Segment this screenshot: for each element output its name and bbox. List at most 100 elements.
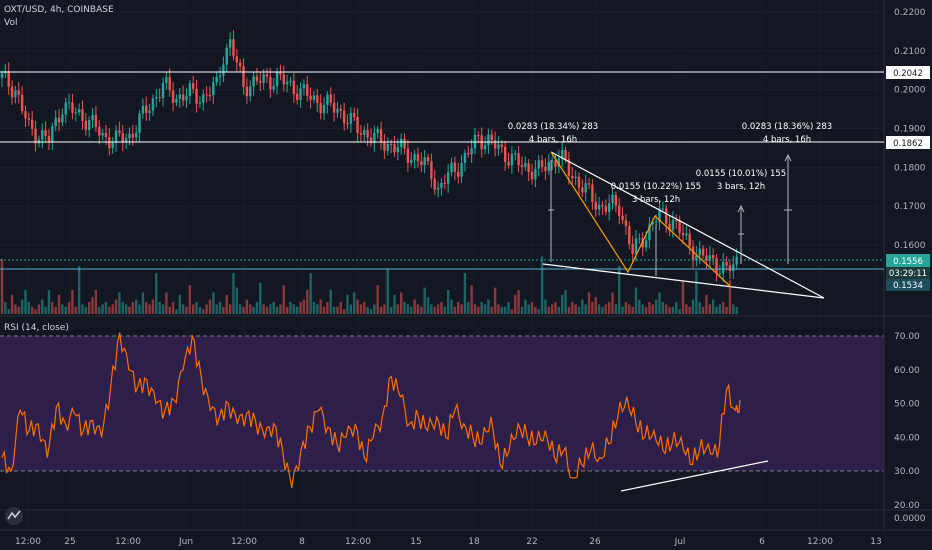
candle-body (550, 160, 554, 162)
rsi-band (0, 336, 884, 471)
candle-body (470, 148, 473, 155)
candle-body (61, 114, 64, 123)
volume-bar (265, 306, 269, 314)
candle-body (386, 144, 389, 151)
candle-body (131, 133, 135, 138)
volume-bar (262, 304, 265, 314)
candle-body (527, 163, 530, 173)
candle-body (158, 97, 161, 99)
candle-body (487, 134, 490, 146)
projection-arrows[interactable] (548, 153, 792, 276)
volume-bar (564, 290, 567, 314)
volume-bar (722, 302, 725, 314)
volume-bar (433, 306, 436, 314)
time-tick-label: Jun (178, 537, 193, 547)
volume-bar (20, 299, 24, 314)
volume-bar (158, 302, 161, 314)
candle-body (41, 130, 44, 140)
volume-bar (470, 285, 473, 314)
candle-body (192, 83, 195, 89)
annotation-line2: 3 bars, 12h (717, 182, 765, 192)
candle-body (282, 74, 285, 85)
volume-bar (279, 304, 282, 314)
tradingview-logo-icon[interactable] (5, 507, 23, 525)
volume-bar (440, 302, 443, 314)
candle-body (10, 86, 14, 98)
candle-body (416, 154, 420, 162)
volume-bar (238, 304, 242, 314)
candle-body (111, 142, 114, 149)
time-tick-label: 12:00 (231, 537, 257, 547)
candle-body (279, 71, 282, 75)
volume-bar (550, 304, 554, 314)
volume-bar (644, 306, 648, 314)
candle-body (0, 73, 4, 79)
volume-bar (698, 302, 701, 314)
candle-body (587, 183, 591, 185)
countdown-tag (886, 267, 930, 279)
volume-bar (638, 299, 641, 314)
candle-body (215, 77, 218, 83)
wedge-lower-trendline[interactable] (542, 263, 825, 299)
volume-bar (24, 290, 27, 314)
candle-body (450, 162, 453, 173)
volume-bar (252, 306, 255, 314)
candle-body (618, 205, 621, 216)
candle-body (379, 129, 383, 143)
volume-label: Vol (4, 18, 17, 28)
candle-body (309, 95, 312, 100)
rsi-divergence-trendline[interactable] (620, 460, 769, 492)
candle-body (581, 187, 584, 193)
abcd-pattern[interactable] (550, 151, 732, 288)
candle-body (245, 86, 249, 97)
volume-bar (148, 304, 151, 314)
price-tick-label: 0.1800 (894, 163, 926, 173)
volume-bar (695, 270, 698, 314)
wedge-upper-trendline[interactable] (550, 151, 825, 299)
candle-body (312, 95, 316, 100)
volume-bar (581, 299, 584, 314)
volume-bar (477, 306, 480, 314)
candle-body (520, 165, 524, 167)
candle-body (675, 219, 678, 221)
time-axis[interactable]: 12:00 25 12:00 Jun 12:00 8 12:00 15 18 22 26 Jul 6 12… (15, 537, 882, 547)
candle-body (695, 255, 698, 261)
volume-bar (155, 273, 158, 314)
candle-body (138, 113, 141, 133)
candle-body (661, 208, 665, 210)
volume-bar (490, 306, 493, 314)
volume-bar (168, 306, 171, 314)
candle-body (467, 153, 470, 155)
candle-body (524, 163, 527, 167)
volume-bar (54, 306, 57, 314)
volume-bar (94, 290, 98, 314)
candle-body (77, 109, 81, 113)
volume-bar (584, 304, 587, 314)
rsi-title[interactable]: RSI (14, close) (4, 323, 69, 333)
candle-body (561, 150, 564, 159)
volume-bar (0, 258, 4, 314)
volume-bar (88, 302, 91, 314)
volume-bar (306, 290, 309, 314)
volume-bar (681, 280, 685, 314)
price-axis[interactable]: 0.2200 0.2100 0.2000 0.1900 0.1800 0.1700 0.16… (894, 8, 926, 511)
candle-body (584, 183, 587, 193)
volume-bar (51, 302, 54, 314)
volume-bar (460, 304, 463, 314)
candle-body (668, 223, 671, 231)
candle-body (262, 74, 265, 83)
volume-bar (436, 304, 440, 314)
candle-body (124, 138, 128, 143)
symbol-title[interactable]: OXT/USD, 4h, COINBASE (4, 5, 114, 15)
candle-body (477, 134, 480, 136)
volume-bar (282, 285, 285, 314)
time-tick-label: Jul (674, 537, 686, 547)
candle-body (108, 137, 111, 149)
candle-body (410, 159, 413, 164)
volume-bar (319, 299, 322, 314)
volume-bar (393, 294, 396, 314)
candle-body (389, 144, 393, 146)
volume-bar (614, 304, 618, 314)
candle-body (104, 132, 108, 138)
